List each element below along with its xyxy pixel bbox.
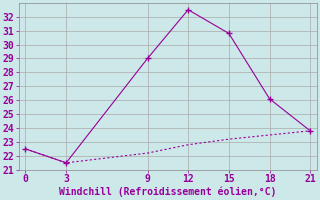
- X-axis label: Windchill (Refroidissement éolien,°C): Windchill (Refroidissement éolien,°C): [59, 187, 276, 197]
